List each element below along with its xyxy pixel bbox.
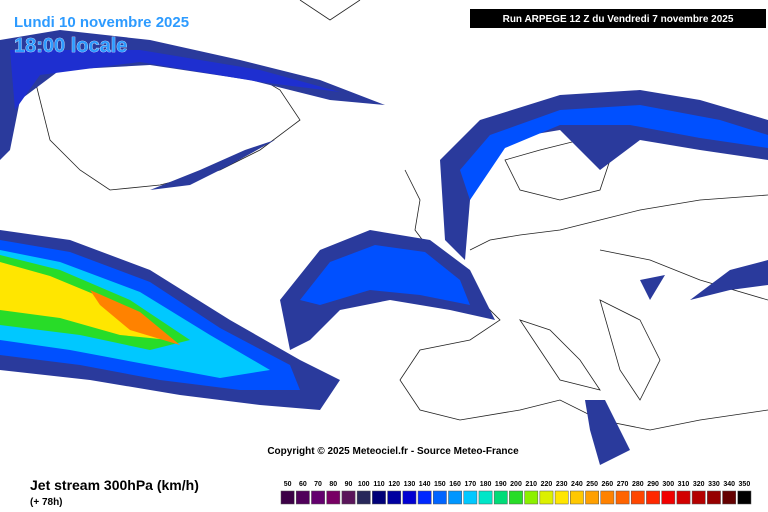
scale-label: 240: [571, 481, 583, 488]
scale-label: 270: [617, 481, 629, 488]
scale-swatch: [554, 490, 569, 505]
scale-swatch: [661, 490, 676, 505]
run-info: Run ARPEGE 12 Z du Vendredi 7 novembre 2…: [503, 14, 734, 25]
scale-swatch: [539, 490, 554, 505]
scale-swatch: [630, 490, 645, 505]
scale-swatch: [387, 490, 402, 505]
jet-stream: [0, 30, 768, 465]
scale-swatch: [707, 490, 721, 505]
footer-title: Jet stream 300hPa (km/h): [30, 477, 199, 493]
scale-swatch: [463, 490, 478, 505]
scale-label: 190: [495, 481, 507, 488]
scale-swatch: [524, 490, 539, 505]
copyright: Copyright © 2025 Meteociel.fr - Source M…: [267, 446, 519, 457]
scale-swatch: [280, 490, 295, 505]
scale-swatch: [417, 490, 432, 505]
scale-label: 200: [510, 481, 522, 488]
scale-swatch: [676, 490, 691, 505]
scale-label: 180: [480, 481, 492, 488]
scale-label: 80: [329, 481, 337, 488]
scale-label: 300: [662, 481, 674, 488]
scale-label: 230: [556, 481, 568, 488]
color-scale: 50 60 70 80 90 100 110 120 130 140 150 160 170 180 190…: [280, 481, 752, 505]
scale-swatch: [341, 490, 356, 505]
scale-label: 120: [388, 481, 400, 488]
scale-label: 280: [632, 481, 644, 488]
scale-swatch: [722, 490, 737, 505]
scale-swatch: [600, 490, 615, 505]
scale-swatch: [372, 490, 386, 505]
scale-label: 290: [647, 481, 659, 488]
scale-swatch: [691, 490, 706, 505]
scale-swatch: [356, 490, 371, 505]
scale-label: 350: [739, 481, 751, 488]
forecast-time: 18:00 locale: [14, 35, 127, 57]
scale-label: 340: [723, 481, 735, 488]
scale-swatch: [585, 490, 599, 505]
scale-swatch: [509, 490, 523, 505]
scale-label: 50: [284, 481, 292, 488]
scale-swatch: [737, 490, 752, 505]
forecast-date: Lundi 10 novembre 2025: [14, 14, 189, 31]
scale-swatch: [570, 490, 584, 505]
scale-label: 70: [314, 481, 322, 488]
scale-label: 210: [525, 481, 537, 488]
lead-time: (+ 78h): [30, 497, 63, 508]
scale-swatch: [448, 490, 462, 505]
scale-swatch: [433, 490, 447, 505]
scale-swatch: [478, 490, 493, 505]
scale-label: 250: [586, 481, 598, 488]
scale-label: 310: [678, 481, 690, 488]
scale-label: 220: [541, 481, 553, 488]
scale-label: 90: [345, 481, 353, 488]
scale-label: 140: [419, 481, 431, 488]
scale-label: 330: [708, 481, 720, 488]
scale-swatch: [615, 490, 630, 505]
scale-label: 130: [404, 481, 416, 488]
scale-swatch: [295, 490, 310, 505]
scale-label: 170: [464, 481, 476, 488]
scale-swatch: [493, 490, 508, 505]
scale-label: 150: [434, 481, 446, 488]
scale-label: 60: [299, 481, 307, 488]
scale-label: 260: [602, 481, 614, 488]
scale-label: 160: [449, 481, 461, 488]
scale-label: 320: [693, 481, 705, 488]
scale-label: 100: [358, 481, 370, 488]
run-box: [470, 9, 766, 28]
scale-swatch: [402, 490, 417, 505]
scale-swatch: [326, 490, 341, 505]
scale-swatch: [646, 490, 660, 505]
scale-swatch: [311, 490, 325, 505]
footer-band: [0, 466, 768, 512]
scale-label: 110: [373, 481, 384, 488]
